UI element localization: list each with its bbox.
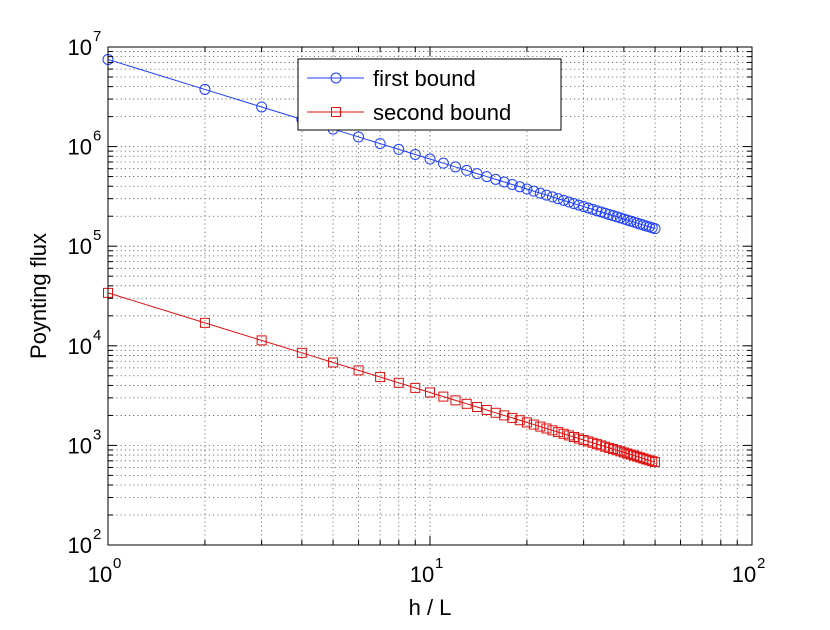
data-point-first-bound [256, 101, 268, 113]
x-tick-label-exponent: 2 [757, 555, 765, 572]
data-point-second-bound [558, 428, 569, 439]
y-tick-label: 10 [68, 533, 92, 558]
x-tick-label-exponent: 1 [435, 555, 443, 572]
data-point-first-bound [461, 164, 473, 176]
data-point-first-bound [424, 153, 436, 165]
data-point-second-bound [507, 412, 518, 423]
data-point-second-bound [328, 357, 339, 368]
data-point-second-bound [461, 398, 472, 409]
data-point-first-bound [587, 203, 599, 215]
data-point-first-bound [374, 138, 386, 150]
data-point-second-bound [618, 447, 629, 458]
data-point-second-bound [472, 402, 483, 413]
x-tick-label-exponent: 0 [113, 555, 121, 572]
data-point-first-bound [558, 194, 570, 206]
data-point-second-bound [296, 347, 307, 358]
data-point-first-bound [534, 187, 546, 199]
data-point-second-bound [644, 455, 655, 466]
data-point-second-bound [425, 387, 435, 398]
data-point-second-bound [563, 430, 574, 441]
data-point-first-bound [490, 173, 502, 185]
x-axis-title: h / L [409, 595, 452, 620]
data-point-second-bound [514, 415, 525, 426]
data-point-second-bound [553, 427, 564, 438]
series-group [102, 53, 661, 468]
data-point-first-bound [546, 191, 558, 203]
y-tick-label-exponent: 5 [93, 227, 101, 244]
data-point-second-bound [650, 457, 661, 468]
data-point-second-bound [607, 444, 618, 455]
data-point-first-bound [449, 161, 461, 173]
data-point-first-bound [409, 148, 421, 160]
y-tick-label-exponent: 4 [93, 327, 101, 344]
data-point-first-bound [471, 168, 483, 180]
grid [108, 47, 752, 545]
data-point-second-bound [611, 445, 622, 456]
data-point-first-bound [568, 198, 580, 210]
data-point-first-bound [552, 193, 564, 205]
y-tick-label-exponent: 6 [93, 128, 101, 145]
data-point-first-bound [540, 189, 552, 201]
data-point-first-bound [199, 83, 211, 95]
x-tick-label: 10 [410, 562, 434, 587]
series-line-first-bound [107, 58, 656, 230]
data-point-second-bound [547, 425, 558, 436]
data-point-second-bound [256, 335, 267, 346]
y-tick-label-exponent: 7 [93, 28, 101, 45]
legend-box [297, 58, 562, 131]
data-point-first-bound [437, 157, 449, 169]
x-tick-label: 10 [732, 562, 756, 587]
y-tick-label: 10 [68, 234, 92, 259]
data-point-first-bound [595, 206, 607, 218]
data-point-second-bound [375, 372, 386, 383]
y-tick-label-exponent: 3 [93, 426, 101, 443]
legend-marker-second-bound [331, 107, 341, 117]
y-tick-label: 10 [68, 433, 92, 458]
data-point-second-bound [625, 449, 636, 460]
data-point-second-bound [199, 317, 210, 328]
data-point-first-bound [353, 131, 365, 143]
data-point-second-bound [528, 419, 539, 430]
y-tick-label: 10 [68, 334, 92, 359]
data-point-first-bound [563, 196, 575, 208]
ticks: 10 0 10 1 10 210 210 310 410 510 610 7 [68, 28, 766, 587]
y-tick-label: 10 [68, 35, 92, 60]
data-point-first-bound [506, 178, 518, 190]
data-point-first-bound [528, 185, 540, 197]
data-point-second-bound [622, 448, 633, 459]
data-point-second-bound [600, 441, 611, 452]
legend: first bound second bound [297, 58, 562, 131]
data-point-second-bound [438, 391, 449, 402]
data-point-second-bound [615, 446, 626, 457]
data-point-second-bound [410, 382, 421, 393]
data-point-second-bound [499, 410, 510, 421]
data-point-second-bound [490, 407, 501, 418]
x-tick-label: 10 [88, 562, 112, 587]
data-point-second-bound [535, 421, 546, 432]
y-tick-label-exponent: 2 [93, 526, 101, 543]
data-point-first-bound [521, 183, 533, 195]
legend-label-second-bound: second bound [373, 100, 511, 125]
data-point-second-bound [521, 417, 532, 428]
data-point-second-bound [604, 442, 615, 453]
data-point-first-bound [514, 181, 526, 193]
data-point-second-bound [541, 423, 552, 434]
data-point-first-bound [498, 176, 510, 188]
data-point-first-bound [649, 223, 661, 235]
legend-label-first-bound: first bound [373, 66, 476, 91]
data-point-first-bound [591, 205, 603, 217]
series-line-second-bound [107, 292, 656, 463]
y-tick-label: 10 [68, 135, 92, 160]
data-point-second-bound [450, 395, 461, 406]
data-point-second-bound [353, 365, 364, 376]
legend-marker-first-bound [330, 72, 342, 84]
data-point-second-bound [393, 377, 404, 388]
y-axis-title: Poynting flux [26, 233, 51, 359]
data-point-second-bound [647, 456, 658, 467]
data-point-first-bound [393, 143, 405, 155]
